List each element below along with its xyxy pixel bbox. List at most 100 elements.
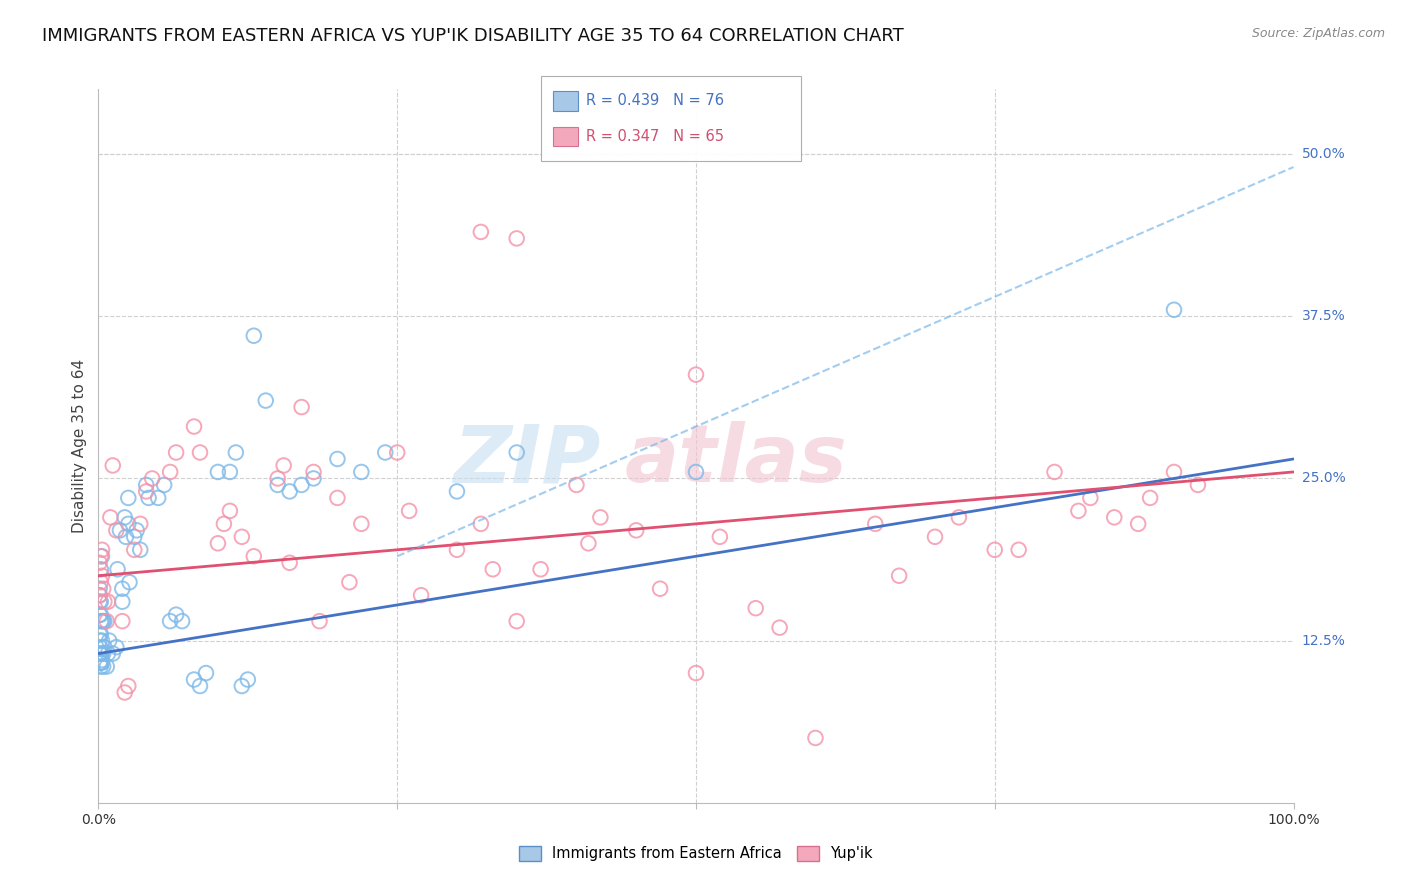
Point: [183, 673, 205, 687]
Point: [165, 607, 187, 622]
Point: [195, 666, 218, 681]
Point: [1187, 478, 1209, 492]
Point: [135, 484, 157, 499]
Text: R = 0.439   N = 76: R = 0.439 N = 76: [586, 94, 724, 108]
Point: [267, 478, 290, 492]
Point: [89, 556, 111, 570]
Point: [111, 614, 134, 628]
Point: [105, 640, 128, 654]
Point: [135, 478, 157, 492]
Point: [470, 516, 492, 531]
Point: [105, 524, 128, 538]
Text: ZIP: ZIP: [453, 421, 600, 500]
Point: [91, 542, 114, 557]
Point: [89, 607, 111, 622]
Point: [96, 659, 118, 673]
Point: [231, 530, 253, 544]
Point: [183, 419, 205, 434]
Point: [446, 484, 468, 499]
Point: [117, 679, 139, 693]
Point: [530, 562, 553, 576]
Point: [1163, 302, 1185, 317]
Point: [326, 491, 349, 505]
Text: 25.0%: 25.0%: [1302, 472, 1346, 485]
Point: [302, 471, 325, 485]
Point: [96, 614, 118, 628]
Point: [114, 510, 136, 524]
Point: [90, 656, 112, 670]
Point: [865, 516, 887, 531]
Point: [506, 445, 529, 459]
Point: [273, 458, 295, 473]
Point: [207, 465, 229, 479]
Point: [91, 647, 114, 661]
Point: [91, 568, 114, 582]
Point: [89, 633, 111, 648]
Point: [111, 595, 134, 609]
Point: [212, 516, 235, 531]
Point: [578, 536, 600, 550]
Point: [350, 465, 373, 479]
Point: [236, 673, 259, 687]
Point: [291, 400, 314, 414]
Text: Source: ZipAtlas.com: Source: ZipAtlas.com: [1251, 27, 1385, 40]
Point: [129, 542, 152, 557]
Point: [90, 607, 112, 622]
Point: [804, 731, 827, 745]
Point: [114, 685, 136, 699]
Point: [446, 542, 468, 557]
Point: [648, 582, 672, 596]
Point: [111, 582, 134, 596]
Point: [172, 614, 194, 628]
Point: [291, 478, 314, 492]
Point: [626, 524, 648, 538]
Point: [90, 549, 112, 564]
Point: [243, 549, 266, 564]
Point: [97, 595, 120, 609]
Point: [225, 445, 247, 459]
Point: [91, 582, 114, 596]
Point: [709, 530, 731, 544]
Point: [90, 595, 112, 609]
Point: [219, 504, 242, 518]
Point: [91, 614, 114, 628]
Point: [243, 328, 266, 343]
Point: [481, 562, 505, 576]
Point: [385, 445, 409, 459]
Point: [411, 588, 433, 602]
Point: [339, 575, 361, 590]
Point: [90, 614, 112, 628]
Point: [117, 516, 139, 531]
Point: [98, 510, 122, 524]
Point: [91, 659, 114, 673]
Point: [97, 647, 120, 661]
Point: [924, 530, 946, 544]
Point: [374, 445, 396, 459]
Point: [117, 491, 139, 505]
Point: [589, 510, 612, 524]
Text: atlas: atlas: [624, 421, 846, 500]
Point: [267, 471, 290, 485]
Point: [398, 504, 420, 518]
Point: [565, 478, 588, 492]
Point: [91, 647, 114, 661]
Point: [278, 556, 301, 570]
Point: [90, 647, 112, 661]
Point: [153, 478, 176, 492]
Point: [308, 614, 330, 628]
Point: [89, 647, 111, 661]
Point: [188, 445, 211, 459]
Point: [745, 601, 768, 615]
Point: [91, 614, 114, 628]
Point: [91, 656, 114, 670]
Point: [93, 595, 115, 609]
Point: [118, 575, 141, 590]
Text: R = 0.347   N = 65: R = 0.347 N = 65: [586, 129, 724, 144]
Point: [148, 491, 170, 505]
Point: [138, 491, 160, 505]
Point: [254, 393, 277, 408]
Point: [165, 445, 187, 459]
Point: [101, 458, 124, 473]
Point: [124, 530, 146, 544]
Point: [1163, 465, 1185, 479]
